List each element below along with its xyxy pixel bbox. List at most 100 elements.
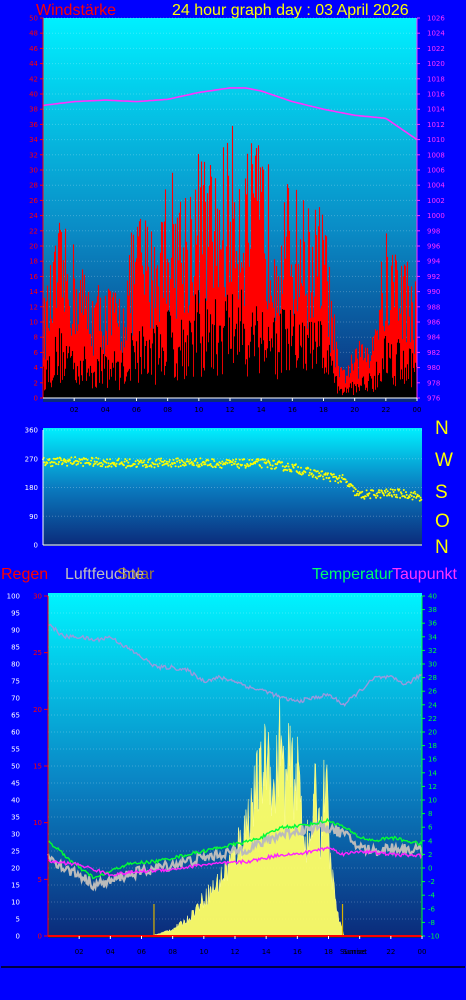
direction-point: [235, 458, 238, 461]
direction-point: [384, 491, 387, 494]
rain-tick-label: 20: [33, 706, 42, 714]
direction-series: [42, 456, 423, 502]
compass-label-o: O: [435, 511, 450, 532]
direction-point: [231, 461, 234, 464]
legend-humidity: Luftfeuchte: [65, 566, 144, 583]
wind-left-tick-label: 12: [29, 303, 38, 311]
direction-point: [361, 490, 364, 493]
temperature-tick-label: 34: [428, 633, 437, 641]
direction-point: [386, 490, 389, 493]
direction-point: [138, 461, 141, 464]
direction-point: [372, 489, 375, 492]
wind-left-tick-label: 28: [29, 182, 38, 190]
wind-right-tick-label: 988: [427, 303, 440, 311]
wind-right-tick-label: 976: [427, 395, 441, 403]
direction-point: [308, 474, 310, 477]
direction-point: [291, 463, 294, 466]
direction-point: [245, 465, 248, 468]
direction-point: [95, 456, 98, 459]
direction-point: [194, 459, 197, 462]
direction-point: [203, 461, 206, 464]
direction-point: [56, 457, 59, 460]
direction-tick-label: 360: [25, 427, 38, 435]
direction-point: [378, 489, 380, 492]
wind-left-tick-label: 16: [29, 273, 38, 281]
climate-x-tick-label: 10: [199, 948, 208, 956]
direction-point: [176, 457, 179, 460]
direction-point: [140, 459, 143, 462]
direction-point: [254, 462, 257, 465]
direction-point: [391, 488, 394, 491]
direction-point: [60, 459, 63, 462]
sunrise-label: Sunrise: [340, 948, 366, 956]
wind-right-tick-label: 1010: [427, 136, 445, 144]
temperature-tick-label: 32: [428, 647, 437, 655]
direction-point: [273, 467, 276, 470]
legend-dewpoint: Taupunkt: [392, 566, 457, 583]
pressure-line: [42, 87, 418, 141]
humidity-tick-label: 0: [16, 933, 20, 941]
wind-right-tick-label: 996: [427, 243, 441, 251]
direction-point: [221, 460, 224, 463]
wind-left-tick-label: 48: [29, 30, 38, 38]
direction-point: [399, 491, 402, 494]
direction-point: [147, 461, 149, 464]
direction-point: [87, 461, 90, 464]
direction-point: [354, 488, 357, 491]
direction-point: [159, 459, 162, 462]
humidity-tick-label: 10: [11, 899, 20, 907]
direction-point: [69, 461, 72, 464]
direction-point: [218, 461, 221, 464]
direction-point: [292, 466, 295, 469]
direction-point: [363, 497, 366, 500]
direction-point: [150, 465, 153, 468]
direction-point: [286, 462, 289, 465]
humidity-tick-label: 60: [11, 729, 20, 737]
direction-point: [324, 472, 327, 475]
direction-point: [108, 464, 111, 467]
direction-point: [414, 492, 417, 495]
direction-point: [153, 466, 156, 469]
wind-x-tick-label: 16: [288, 406, 297, 414]
direction-point: [46, 462, 49, 464]
direction-point: [311, 475, 314, 478]
wind-right-tick-label: 994: [427, 258, 441, 266]
direction-point: [314, 476, 317, 479]
direction-point: [340, 476, 343, 479]
direction-point: [389, 488, 392, 491]
direction-point: [144, 463, 146, 466]
direction-point: [86, 458, 89, 461]
wind-right-tick-label: 1006: [427, 167, 445, 175]
humidity-tick-label: 5: [16, 916, 20, 924]
direction-point: [181, 463, 184, 466]
direction-point: [91, 457, 94, 460]
direction-point: [188, 462, 191, 465]
direction-point: [411, 498, 414, 501]
humidity-tick-label: 45: [11, 780, 20, 788]
direction-point: [128, 464, 130, 467]
wind-right-tick-label: 980: [427, 364, 440, 372]
rain-tick-label: 5: [38, 876, 42, 884]
direction-point: [419, 496, 422, 499]
direction-point: [207, 459, 210, 462]
direction-point: [83, 457, 86, 460]
direction-point: [187, 460, 190, 463]
wind-left-tick-label: 46: [29, 45, 38, 53]
direction-point: [341, 474, 344, 476]
direction-point: [321, 470, 324, 473]
wind-x-tick-label: 12: [226, 406, 235, 414]
direction-point: [259, 465, 262, 467]
direction-point: [184, 462, 187, 465]
wind-left-tick-label: 6: [34, 349, 39, 357]
temperature-tick-label: 4: [428, 837, 433, 845]
humidity-tick-label: 25: [11, 848, 20, 856]
humidity-tick-label: 85: [11, 644, 20, 652]
direction-point: [269, 464, 272, 466]
direction-point: [161, 464, 164, 467]
direction-point: [136, 459, 139, 462]
direction-point: [249, 464, 251, 467]
direction-point: [283, 468, 286, 471]
direction-point: [402, 489, 405, 491]
direction-point: [93, 463, 95, 466]
